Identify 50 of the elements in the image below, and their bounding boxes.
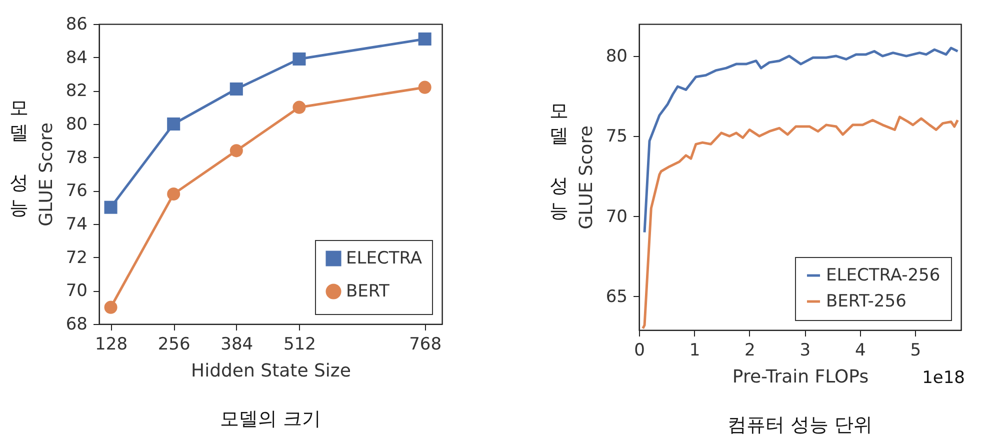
y-tick-label: 70 [606,206,628,227]
x-tick-label: 1 [689,340,700,360]
y-tick-label: 80 [606,46,628,67]
x-tick-label: 4 [855,340,866,360]
text: 컴퓨터 성능 단위 [727,414,873,436]
y-tick-label: 86 [66,14,88,34]
y-tick-label: 68 [66,314,88,334]
point [104,200,118,214]
point [167,117,180,131]
point [418,32,432,46]
y-tick-label: 80 [66,114,88,134]
text: 모델 성능 [550,100,568,222]
legend-label: BERT [346,282,390,302]
y-tick-label: 76 [66,181,88,202]
point [230,82,243,96]
text: 모델 성능 [10,97,28,219]
x-tick-label: 512 [283,334,316,354]
point [292,52,306,66]
x-tick-label: 3 [800,340,811,360]
y-axis-title: GLUE Score [36,122,57,226]
y-axis-title: GLUE Score [576,126,597,230]
line-series [642,116,959,330]
y-tick-label: 72 [66,248,88,268]
x-tick-label: 768 [409,334,442,354]
x-axis-title: Hidden State Size [191,360,351,382]
y-tick-label: 78 [66,148,88,168]
point [230,144,243,158]
text: 모델의 크기 [220,408,322,430]
x-tick-label: 256 [158,334,190,354]
x-axis-title: Pre-Train FLOPs [732,366,869,388]
y-tick-label: 65 [606,286,628,307]
y-tick-label: 70 [66,281,88,302]
y-tick-label: 84 [66,48,88,68]
x-tick-label: 128 [95,334,128,354]
y-tick-label: 74 [66,214,88,234]
point [418,80,432,94]
text: 1e18 [922,368,965,388]
point [292,100,306,114]
line-series [643,46,959,234]
x-tick-label: 384 [220,334,254,354]
legend-label: ELECTRA [346,248,422,268]
point [167,187,180,201]
y-tick-label: 82 [66,81,88,102]
x-tick-label: 2 [744,340,756,360]
x-tick-label: 0 [634,340,645,360]
point [104,300,118,314]
x-tick-label: 5 [910,340,922,360]
legend-label: BERT-256 [826,292,906,312]
legend-label: ELECTRA-256 [826,266,940,286]
y-tick-label: 75 [606,126,628,147]
